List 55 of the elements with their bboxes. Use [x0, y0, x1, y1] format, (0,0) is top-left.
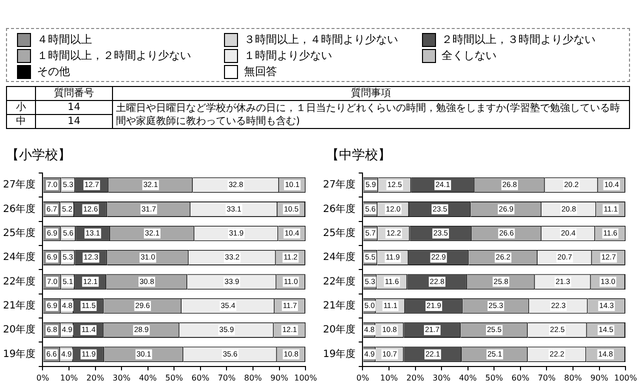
y-tick-label: 19年度	[2, 348, 36, 360]
x-tick-label: 80%	[564, 373, 582, 382]
chart-title: 【小学校】	[6, 147, 71, 164]
x-tick-label: 50%	[165, 373, 184, 382]
x-tick-label: 80%	[244, 373, 262, 382]
y-tick-label: 27年度	[322, 178, 356, 191]
legend-label: 無回答	[244, 64, 278, 79]
x-tick-label: 20%	[86, 373, 105, 382]
y-tick-label: 20年度	[322, 324, 356, 336]
legend-label: ３時間以上，４時間より少ない	[244, 32, 398, 47]
x-tick-label: 30%	[432, 373, 451, 382]
legend-label: ２時間以上，３時間より少ない	[442, 32, 596, 47]
legend-label: １時間より少ない	[244, 48, 332, 63]
y-tick-label: 22年度	[2, 275, 36, 288]
y-tick-label: 22年度	[322, 275, 356, 288]
legend-label: １時間以上，２時間より少ない	[37, 48, 191, 63]
y-tick-label: 24年度	[2, 251, 36, 264]
x-tick-label: 100%	[294, 373, 318, 382]
x-tick-label: 90%	[270, 373, 289, 382]
x-tick-label: 20%	[406, 373, 425, 382]
y-tick-label: 24年度	[322, 251, 356, 264]
y-tick-label: 27年度	[2, 178, 36, 191]
x-tick-label: 10%	[60, 373, 78, 382]
legend-label: その他	[37, 64, 70, 79]
x-tick-label: 50%	[485, 373, 504, 382]
text: 土曜日や日曜日など学校が休みの日に，１日当たりどれくらいの時間，勉強をしますか(学習塾で勉強している時間や家庭教師に教わっている時間も含む)	[112, 100, 630, 128]
x-tick-label: 70%	[538, 373, 556, 382]
x-tick-label: 90%	[590, 373, 609, 382]
y-tick-label: 20年度	[2, 324, 36, 336]
legend-label: ４時間以上	[37, 32, 92, 47]
y-tick-label: 19年度	[322, 348, 356, 360]
text: 質問事項	[112, 86, 630, 100]
x-tick-label: 30%	[112, 373, 131, 382]
x-tick-label: 10%	[380, 373, 398, 382]
y-tick-label: 26年度	[2, 202, 36, 215]
text: 質問番号	[36, 86, 112, 100]
text: 14	[36, 114, 112, 128]
x-tick-label: 100%	[614, 373, 638, 382]
x-tick-label: 40%	[458, 373, 478, 382]
legend-label: 全くしない	[442, 48, 497, 63]
x-tick-label: 0%	[356, 373, 370, 382]
y-tick-label: 25年度	[322, 227, 356, 240]
x-tick-label: 60%	[192, 373, 210, 382]
x-tick-label: 0%	[36, 373, 50, 382]
text: 中	[6, 114, 36, 128]
text: 小	[6, 100, 36, 114]
y-tick-label: 26年度	[322, 202, 356, 215]
y-tick-label: 21年度	[322, 300, 356, 312]
x-tick-label: 60%	[512, 373, 530, 382]
x-tick-label: 70%	[218, 373, 236, 382]
chart-title: 【中学校】	[326, 147, 391, 164]
text: 14	[36, 100, 112, 114]
y-tick-label: 21年度	[2, 300, 36, 312]
y-tick-label: 25年度	[2, 227, 36, 240]
x-tick-label: 40%	[138, 373, 158, 382]
